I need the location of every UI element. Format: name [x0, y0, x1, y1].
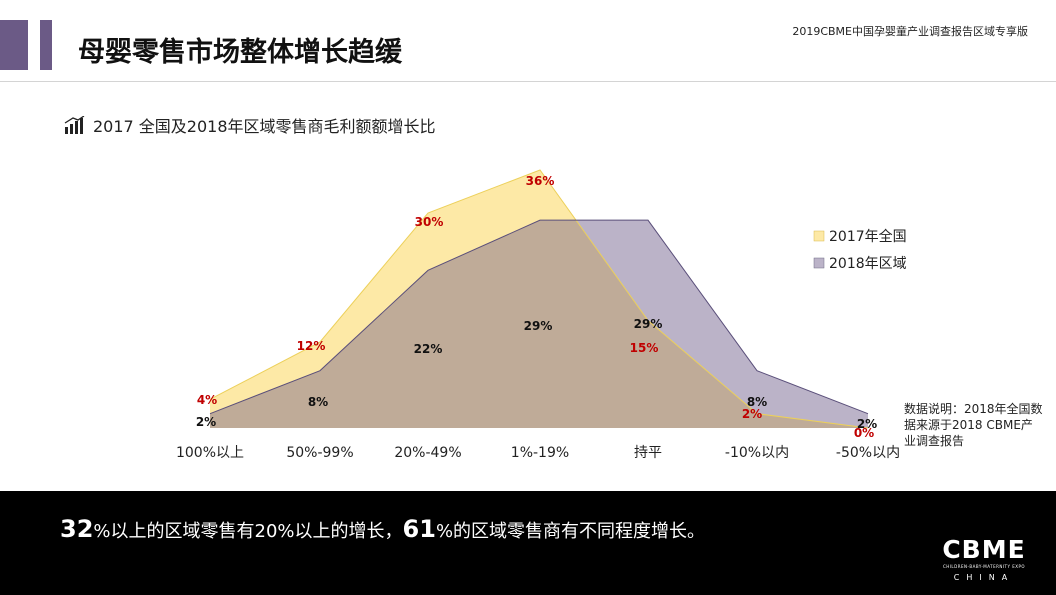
summary-text: 32%以上的区域零售有20%以上的增长，61%的区域零售商有不同程度增长。 [60, 515, 705, 543]
x-tick-label: 50%-99% [286, 445, 353, 461]
bar-chart-icon [64, 116, 85, 134]
chart-subtitle: 2017 全国及2018年区域零售商毛利额额增长比 [64, 113, 436, 137]
logo-wordmark: CBME [942, 535, 1026, 564]
logo-subtitle: CHILDREN-BABY-MATERNITY EXPO [942, 564, 1026, 569]
data-label-2017: 15% [630, 341, 659, 355]
footer-banner: 32%以上的区域零售有20%以上的增长，61%的区域零售商有不同程度增长。 CB… [0, 491, 1056, 595]
data-label-2017: 30% [415, 215, 444, 229]
cbme-logo: CBME CHILDREN-BABY-MATERNITY EXPO CHINA [938, 536, 1030, 584]
legend-swatch [813, 257, 825, 269]
data-label-2018: 8% [747, 395, 767, 409]
data-label-2018: 22% [414, 342, 443, 356]
summary-text-2: %的区域零售商有不同程度增长。 [435, 521, 706, 542]
x-tick-label: -50%以内 [836, 445, 900, 461]
data-label-2017: 12% [297, 339, 326, 353]
data-label-2018: 2% [857, 417, 877, 431]
summary-pct-2: 61 [402, 515, 436, 543]
x-tick-label: -10%以内 [725, 445, 789, 461]
x-tick-label: 20%-49% [394, 445, 461, 461]
x-tick-label: 1%-19% [511, 445, 569, 461]
data-label-2017: 36% [526, 174, 555, 188]
logo-country: CHINA [953, 573, 1015, 582]
summary-pct-1: 32 [60, 515, 94, 543]
data-note: 数据说明：2018年全国数据来源于2018 CBME产业调查报告 [904, 402, 1043, 448]
chart-title: 2017 全国及2018年区域零售商毛利额额增长比 [93, 117, 436, 136]
series-overlap-area [210, 220, 868, 428]
page-title: 母婴零售市场整体增长趋缓 [78, 37, 402, 68]
data-label-2018: 29% [524, 319, 553, 333]
data-label-2017: 0% [854, 426, 874, 440]
data-label-2017: 4% [197, 393, 217, 407]
data-label-2018: 8% [308, 395, 328, 409]
series-2017-line [209, 169, 869, 429]
area-chart: 100%以上 50%-99% 20%-49% 1%-19% 持平 -10%以内 -50%以内… [176, 169, 907, 461]
legend-label: 2017年全国 [829, 228, 907, 245]
series-2018-line [209, 219, 869, 415]
legend-label: 2018年区域 [829, 256, 907, 272]
data-label-2018: 29% [634, 317, 663, 331]
report-label: 2019CBME中国孕婴童产业调查报告区域专享版 [792, 25, 1028, 38]
header-divider [0, 81, 1056, 82]
x-tick-label: 100%以上 [176, 445, 244, 461]
legend-swatch [813, 230, 825, 242]
x-tick-label: 持平 [634, 445, 662, 461]
summary-text-1: %以上的区域零售有20%以上的增长， [93, 521, 403, 542]
title-accent-bar-thin [40, 20, 52, 70]
data-label-2018: 2% [196, 415, 216, 429]
title-accent-bar [0, 20, 28, 70]
data-label-2017: 2% [742, 407, 762, 421]
